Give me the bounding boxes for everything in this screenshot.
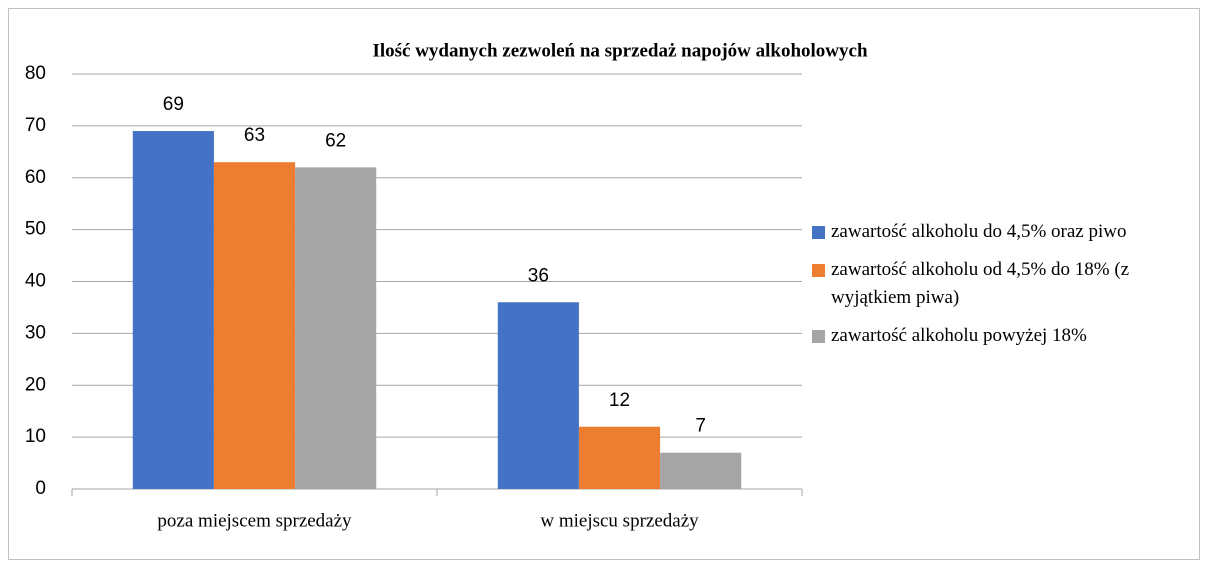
bar xyxy=(660,452,742,489)
y-tick-label: 20 xyxy=(25,374,46,395)
data-label: 69 xyxy=(163,94,184,115)
legend-swatch xyxy=(812,264,825,277)
legend-label: zawartość alkoholu do 4,5% oraz piwo xyxy=(831,221,1127,242)
data-label: 7 xyxy=(695,416,706,437)
legend-item: zawartość alkoholu do 4,5% oraz piwo xyxy=(812,218,1202,246)
legend-label: zawartość alkoholu powyżej 18% xyxy=(831,325,1087,346)
y-tick-label: 30 xyxy=(25,322,46,343)
y-tick-label: 80 xyxy=(25,63,46,84)
y-tick-label: 50 xyxy=(25,219,46,240)
chart-title: Ilość wydanych zezwoleń na sprzedaż napo… xyxy=(372,40,868,61)
data-label: 63 xyxy=(244,125,265,146)
bar xyxy=(132,131,214,489)
bar xyxy=(213,162,296,489)
x-tick-label: poza miejscem sprzedaży xyxy=(157,510,352,531)
bar xyxy=(578,426,661,489)
legend-item: zawartość alkoholu od 4,5% do 18% (z wyj… xyxy=(812,256,1202,312)
bar xyxy=(497,302,579,489)
data-label: 62 xyxy=(325,130,346,151)
x-tick-label: w miejscu sprzedaży xyxy=(540,510,699,531)
data-label: 12 xyxy=(609,390,630,411)
legend: zawartość alkoholu do 4,5% oraz piwo zawa… xyxy=(812,218,1202,360)
y-tick-label: 60 xyxy=(25,167,46,188)
y-tick-label: 40 xyxy=(25,271,46,292)
y-tick-label: 10 xyxy=(25,426,46,447)
legend-swatch xyxy=(812,330,825,343)
y-tick-label: 70 xyxy=(25,115,46,136)
legend-swatch xyxy=(812,226,825,239)
bar xyxy=(295,167,377,489)
y-tick-label: 0 xyxy=(35,478,46,499)
data-label: 36 xyxy=(528,265,549,286)
legend-item: zawartość alkoholu powyżej 18% xyxy=(812,322,1202,350)
legend-label: zawartość alkoholu od 4,5% do 18% (z wyj… xyxy=(831,259,1130,308)
